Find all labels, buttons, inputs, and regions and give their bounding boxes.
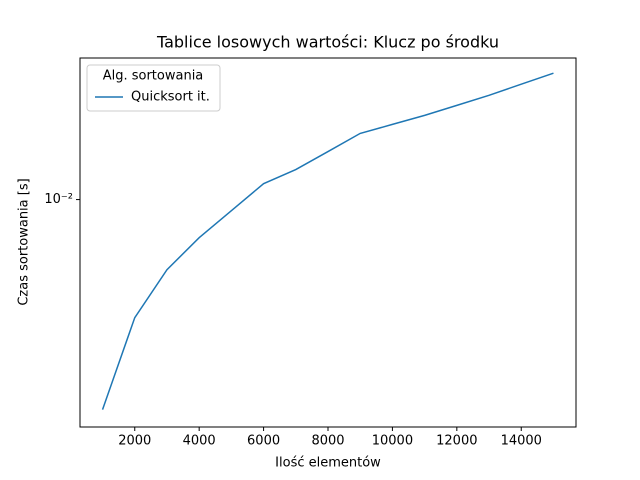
x-tick-label: 4000 [183, 434, 216, 449]
x-tick-label: 8000 [311, 434, 344, 449]
y-axis-label: Czas sortowania [s] [17, 178, 32, 305]
line-series [101, 72, 554, 410]
legend-box [86, 64, 221, 112]
x-tick-label: 6000 [247, 434, 280, 449]
x-axis-label: Ilość elementów [275, 456, 381, 471]
axes-frame [79, 57, 577, 428]
chart-title: Tablice losowych wartości: Klucz po środ… [156, 33, 499, 52]
legend-title: Alg. sortowania [103, 69, 204, 84]
x-tick-label: 2000 [118, 434, 151, 449]
x-tick-label: 12000 [436, 434, 477, 449]
legend-label: Quicksort it. [131, 90, 210, 105]
x-tick-label: 10000 [372, 434, 413, 449]
x-tick-label: 14000 [501, 434, 542, 449]
y-tick-label: 10⁻² [44, 192, 73, 207]
